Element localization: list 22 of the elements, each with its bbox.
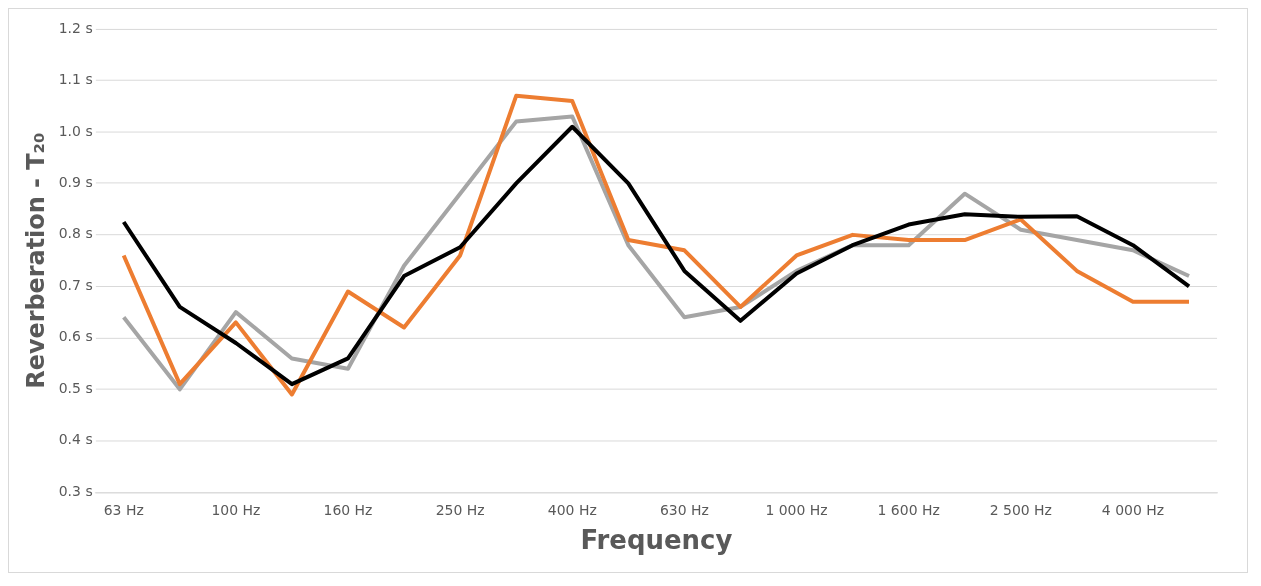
x-tick-label: 1 600 Hz <box>877 502 940 519</box>
y-axis-title: Reverberation - T₂₀ <box>21 132 50 389</box>
x-tick-label: 2 500 Hz <box>989 502 1052 519</box>
x-tick-label: 400 Hz <box>547 502 597 519</box>
x-axis-title: Frequency <box>580 525 733 556</box>
x-tick-label: 100 Hz <box>211 502 261 519</box>
x-tick-label: 160 Hz <box>323 502 373 519</box>
y-tick-label: 0.6 s <box>58 328 93 345</box>
y-tick-label: 0.4 s <box>58 431 93 448</box>
y-tick-label: 0.3 s <box>58 482 93 499</box>
x-tick-label: 63 Hz <box>103 502 144 519</box>
x-tick-label: 630 Hz <box>659 502 709 519</box>
y-tick-label: 0.8 s <box>58 225 93 242</box>
x-tick-label: 1 000 Hz <box>765 502 828 519</box>
y-tick-label: 1.1 s <box>58 71 93 88</box>
x-tick-label: 4 000 Hz <box>1101 502 1165 519</box>
y-tick-label: 1.2 s <box>58 19 93 36</box>
y-tick-label: 1.0 s <box>58 122 93 139</box>
y-tick-label: 0.5 s <box>58 379 93 396</box>
x-tick-label: 250 Hz <box>435 502 485 519</box>
y-tick-label: 0.7 s <box>58 276 93 293</box>
y-tick-label: 0.9 s <box>58 174 93 191</box>
